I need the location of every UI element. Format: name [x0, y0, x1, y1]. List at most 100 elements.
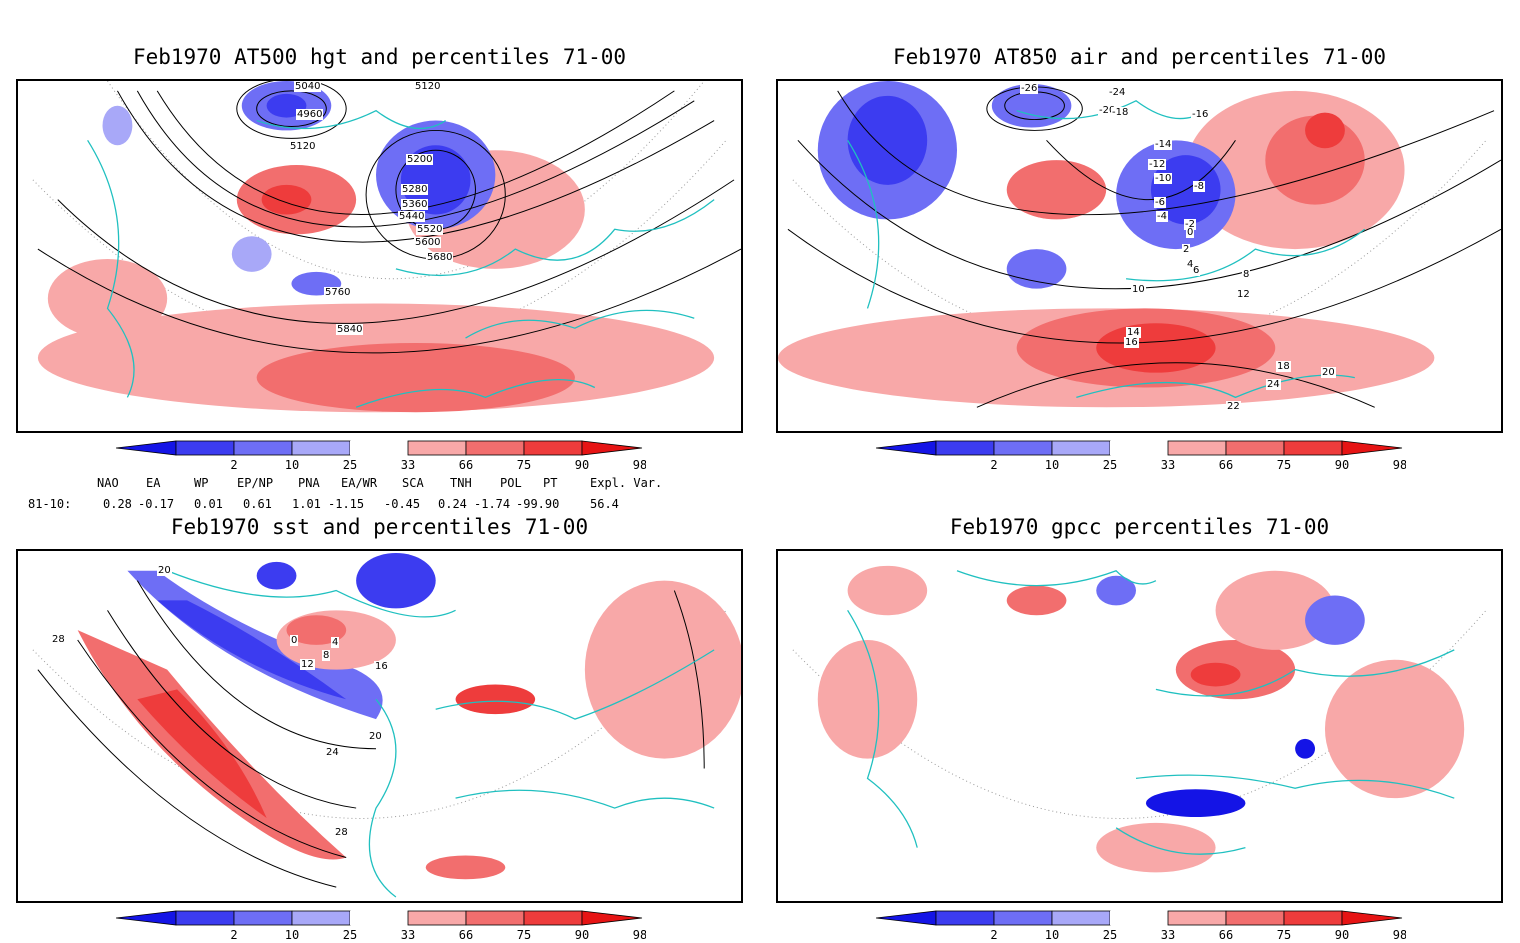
map-air850 [776, 79, 1503, 433]
colorbar-top-right: 2 10 25 33 66 75 90 98 [876, 439, 1406, 473]
colorbar-arrow-left [116, 440, 177, 456]
colorbar-tick-label: 10 [285, 458, 299, 472]
colorbar-segment [993, 440, 1053, 456]
colorbar-tick-label: 33 [401, 928, 415, 942]
colorbar-tick-label: 2 [230, 458, 237, 472]
tbl-value-ea: -0.17 [138, 497, 175, 511]
colorbar-arrow-left [876, 910, 937, 926]
tbl-value-explvar: 56.4 [590, 497, 619, 511]
tbl-value-pol: -1.74 [474, 497, 511, 511]
colorbar-tick-label: 75 [1277, 458, 1291, 472]
colorbar-segment [1167, 910, 1227, 926]
colorbar-tick-label: 25 [1103, 928, 1117, 942]
colorbar-tick-label: 66 [1219, 458, 1233, 472]
colorbar-segment [1225, 910, 1285, 926]
colorbar-arrow-right [1341, 440, 1403, 456]
colorbar-tick-label: 98 [633, 458, 646, 472]
tbl-header-pol: POL [500, 476, 522, 490]
colorbar-segment [1167, 440, 1227, 456]
colorbar-segment [350, 441, 408, 455]
colorbar-tick-label: 90 [575, 928, 589, 942]
colorbar-segment [1110, 911, 1168, 925]
tbl-header-tnh: TNH [450, 476, 472, 490]
colorbar-tick-label: 10 [285, 928, 299, 942]
colorbar-segment [350, 911, 408, 925]
tbl-value-wp: 0.01 [194, 497, 223, 511]
colorbar-segment [993, 910, 1053, 926]
tbl-header-sca: SCA [402, 476, 424, 490]
colorbar-tick-label: 75 [1277, 928, 1291, 942]
map-gpcc [776, 549, 1503, 903]
tbl-header-explvar: Expl. Var. [590, 476, 663, 490]
colorbar-segment [1110, 441, 1168, 455]
panel-title-gpcc: Feb1970 gpcc percentiles 71-00 [949, 515, 1330, 539]
colorbar-tick-label: 2 [990, 458, 997, 472]
map-sst [16, 549, 743, 903]
colorbar-tick-label: 98 [633, 928, 646, 942]
colorbar-tick-label: 90 [1335, 928, 1349, 942]
colorbar-tick-label: 25 [343, 928, 357, 942]
colorbar-segment [523, 440, 583, 456]
colorbar-tick-label: 98 [1393, 458, 1406, 472]
tbl-value-sca: -0.45 [384, 497, 421, 511]
colorbar-segment [1051, 910, 1111, 926]
colorbar-tick-label: 66 [1219, 928, 1233, 942]
colorbar-segment [1225, 440, 1285, 456]
colorbar-tick-label: 66 [459, 458, 473, 472]
colorbar-segment [1283, 440, 1343, 456]
colorbar-arrow-right [1341, 910, 1403, 926]
colorbar-arrow-right [581, 440, 643, 456]
colorbar-arrow-left [116, 910, 177, 926]
colorbar-tick-label: 90 [1335, 458, 1349, 472]
map-hgt500 [16, 79, 743, 433]
panel-title-sst: Feb1970 sst and percentiles 71-00 [170, 515, 589, 539]
colorbar-segment [523, 910, 583, 926]
tbl-header-eawr: EA/WR [341, 476, 378, 490]
tbl-header-ea: EA [146, 476, 161, 490]
colorbar-segment [291, 440, 351, 456]
colorbar-segment [1051, 440, 1111, 456]
tbl-header-pt: PT [543, 476, 558, 490]
colorbar-tick-label: 90 [575, 458, 589, 472]
tbl-value-tnh: 0.24 [438, 497, 467, 511]
tbl-value-epnp: 0.61 [243, 497, 272, 511]
colorbar-segment [935, 910, 995, 926]
colorbar-arrow-left [876, 440, 937, 456]
colorbar-bottom-right: 2 10 25 33 66 75 90 98 [876, 909, 1406, 943]
panel-title-air850: Feb1970 AT850 air and percentiles 71-00 [892, 45, 1387, 69]
colorbar-bottom-left: 2 10 25 33 66 75 90 98 [116, 909, 646, 943]
tbl-row-label: 81-10: [28, 497, 72, 511]
colorbar-tick-label: 66 [459, 928, 473, 942]
colorbar-segment [407, 440, 467, 456]
colorbar-segment [1283, 910, 1343, 926]
colorbar-tick-label: 25 [1103, 458, 1117, 472]
colorbar-segment [935, 440, 995, 456]
colorbar-tick-label: 75 [517, 458, 531, 472]
colorbar-tick-label: 33 [1161, 458, 1175, 472]
colorbar-tick-label: 10 [1045, 458, 1059, 472]
colorbar-segment [175, 440, 235, 456]
colorbar-segment [233, 440, 293, 456]
colorbar-tick-label: 33 [1161, 928, 1175, 942]
tbl-value-eawr: -1.15 [328, 497, 365, 511]
colorbar-tick-label: 2 [230, 928, 237, 942]
tbl-header-epnp: EP/NP [237, 476, 274, 490]
colorbar-segment [233, 910, 293, 926]
colorbar-tick-label: 75 [517, 928, 531, 942]
colorbar-segment [291, 910, 351, 926]
tbl-value-pna: 1.01 [292, 497, 321, 511]
colorbar-segment [465, 910, 525, 926]
colorbar-segment [407, 910, 467, 926]
tbl-value-nao: 0.28 [103, 497, 132, 511]
colorbar-segment [175, 910, 235, 926]
colorbar-segment [465, 440, 525, 456]
colorbar-tick-label: 33 [401, 458, 415, 472]
colorbar-arrow-right [581, 910, 643, 926]
teleconnection-table: NAO EA WP EP/NP PNA EA/WR SCA TNH POL PT… [0, 475, 760, 515]
colorbar-tick-label: 98 [1393, 928, 1406, 942]
tbl-header-pna: PNA [298, 476, 320, 490]
colorbar-top-left: 2 10 25 33 66 75 90 98 [116, 439, 646, 473]
tbl-header-nao: NAO [97, 476, 119, 490]
colorbar-tick-label: 25 [343, 458, 357, 472]
tbl-value-pt: -99.90 [516, 497, 560, 511]
